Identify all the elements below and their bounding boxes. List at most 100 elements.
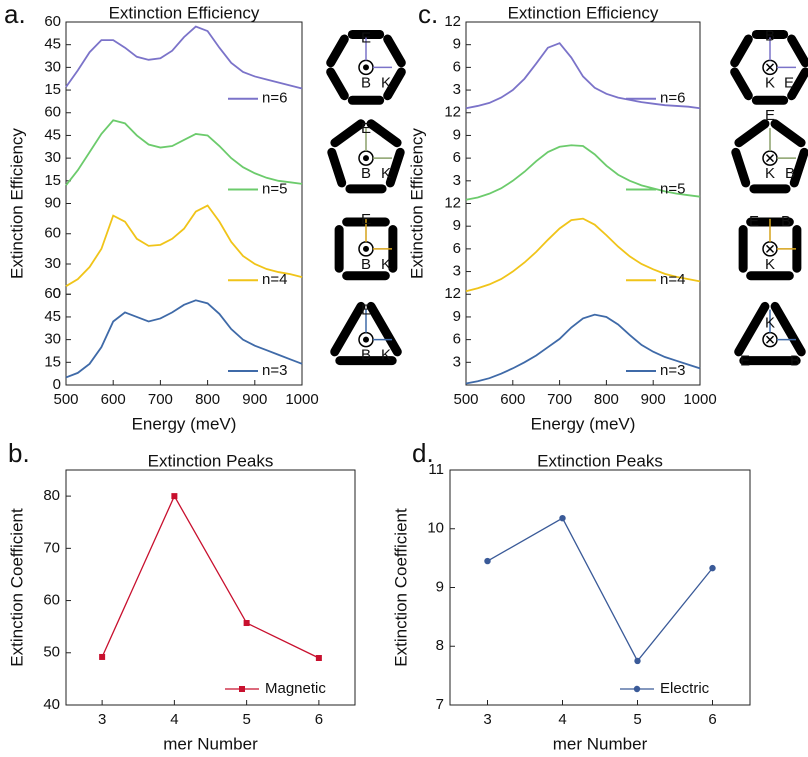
rod [383, 34, 406, 68]
field-label: E [361, 29, 371, 46]
y-tick-label: 12 [444, 13, 461, 30]
y-tick-label: 90 [44, 194, 61, 211]
field-dot [363, 336, 369, 343]
y-tick-label: 3 [453, 353, 461, 370]
y-tick-label: 11 [428, 461, 444, 478]
y-tick-label: 3 [453, 172, 461, 189]
data-line [65, 119, 303, 186]
x-tick-label: 500 [453, 391, 478, 408]
legend-label: n=5 [262, 180, 287, 197]
x-tick-label: 4 [558, 711, 566, 728]
rod [330, 119, 366, 148]
x-tick-label: 1000 [285, 391, 318, 408]
y-tick-label: 7 [436, 696, 444, 713]
y-tick-label: 6 [453, 331, 461, 348]
legend-label: n=5 [660, 180, 685, 197]
y-tick-label: 40 [43, 696, 60, 713]
data-point [171, 493, 178, 500]
field-label: K [765, 74, 775, 91]
field-label: K [765, 315, 775, 332]
data-point [99, 653, 106, 660]
field-label: B [765, 27, 775, 44]
field-label: E [361, 302, 371, 319]
panel-label: c. [418, 0, 438, 29]
rod [385, 147, 405, 188]
y-tick-label: 60 [43, 592, 60, 609]
field-x [765, 154, 775, 163]
rod [789, 147, 808, 188]
x-tick-label: 5 [242, 711, 250, 728]
data-point [559, 514, 566, 522]
chart-title: Extinction Peaks [148, 451, 274, 470]
field-label: B [781, 213, 791, 230]
rod [366, 119, 402, 148]
y-tick-label: 45 [44, 36, 61, 53]
y-axis-label: Extinction Coefficient [391, 508, 410, 667]
x-tick-label: 6 [708, 711, 716, 728]
y-tick-label: 30 [44, 255, 61, 272]
rod [787, 34, 808, 68]
y-tick-label: 6 [453, 240, 461, 257]
rod [366, 301, 402, 357]
data-line [487, 517, 714, 663]
field-dot [363, 155, 369, 162]
x-tick-label: 800 [195, 391, 220, 408]
y-tick-label: 12 [444, 285, 461, 302]
rod [730, 34, 753, 68]
x-tick-label: 700 [148, 391, 173, 408]
legend-label: n=6 [262, 90, 287, 107]
y-tick-label: 6 [453, 149, 461, 166]
rod [326, 67, 349, 101]
field-label: K [381, 256, 391, 273]
field-label: B [361, 256, 371, 273]
data-point [634, 657, 641, 665]
x-axis-label: mer Number [553, 734, 648, 753]
y-tick-label: 60 [44, 104, 61, 121]
x-tick-label: 3 [98, 711, 106, 728]
x-tick-label: 6 [315, 711, 323, 728]
rod [383, 67, 406, 101]
field-label: B [361, 74, 371, 91]
legend-label: n=4 [262, 271, 287, 288]
rod [730, 67, 753, 101]
chart-title: Extinction Efficiency [508, 3, 659, 22]
y-tick-label: 15 [44, 172, 61, 189]
rod [787, 67, 808, 101]
rod [734, 119, 770, 148]
data-point [484, 557, 491, 565]
x-tick-label: 600 [101, 391, 126, 408]
y-tick-label: 6 [453, 58, 461, 75]
field-label: K [381, 347, 391, 364]
y-tick-label: 0 [53, 376, 61, 393]
data-point [709, 564, 716, 572]
x-axis-label: Energy (meV) [531, 414, 636, 433]
y-tick-label: 0 [53, 285, 61, 302]
y-tick-label: 8 [436, 637, 444, 654]
legend-label: Magnetic [265, 680, 326, 697]
data-line [101, 494, 320, 659]
panel-label: b. [8, 438, 30, 468]
field-dot [363, 245, 369, 252]
y-tick-label: 9 [453, 217, 461, 234]
y-tick-label: 60 [44, 13, 61, 30]
legend-marker [633, 685, 641, 693]
legend-label: Electric [660, 680, 710, 697]
y-tick-label: 30 [44, 58, 61, 75]
rod [330, 301, 366, 357]
field-label: B [785, 165, 795, 182]
field-x [765, 335, 775, 344]
field-label: K [381, 165, 391, 182]
rod [734, 301, 770, 357]
x-tick-label: 4 [170, 711, 178, 728]
data-line [65, 299, 303, 379]
field-label: B [361, 347, 371, 364]
y-tick-label: 45 [44, 308, 61, 325]
data-line [65, 25, 303, 90]
x-tick-label: 500 [53, 391, 78, 408]
field-label: E [784, 74, 794, 91]
data-line [65, 204, 303, 287]
field-x [765, 244, 775, 253]
legend-label: n=6 [660, 90, 685, 107]
x-tick-label: 1000 [683, 391, 716, 408]
x-tick-label: 800 [594, 391, 619, 408]
